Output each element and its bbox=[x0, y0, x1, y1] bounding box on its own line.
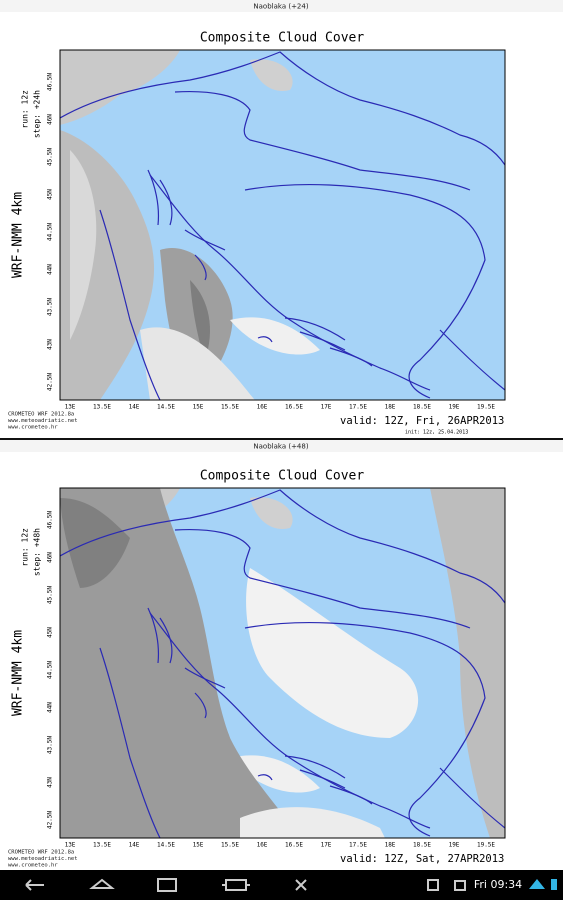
lon-tick-label: 19E bbox=[449, 404, 460, 411]
screen-rotate-button[interactable] bbox=[222, 879, 250, 891]
lon-tick-label: 13E bbox=[65, 842, 76, 849]
credit-text: CROMETEO WRF 2012.8a bbox=[8, 850, 74, 856]
lat-tick-label: 44.5N bbox=[47, 661, 54, 679]
lon-tick-label: 14.5E bbox=[157, 842, 175, 849]
lon-tick-label: 14E bbox=[129, 404, 140, 411]
lon-tick-label: 14E bbox=[129, 842, 140, 849]
lat-tick-label: 46N bbox=[47, 114, 54, 125]
lon-tick-label: 18E bbox=[385, 404, 396, 411]
status-icon bbox=[454, 880, 466, 891]
valid-label: valid: 12Z, Sat, 27APR2013 bbox=[340, 853, 504, 865]
lon-tick-label: 15.5E bbox=[221, 842, 239, 849]
lat-tick-label: 43N bbox=[47, 777, 54, 788]
map-title: Composite Cloud Cover bbox=[200, 31, 365, 46]
lon-tick-label: 19.5E bbox=[477, 842, 495, 849]
lat-tick-label: 45N bbox=[47, 627, 54, 638]
lat-tick-label: 44N bbox=[47, 264, 54, 275]
navigation-bar bbox=[0, 870, 563, 900]
lon-tick-label: 16.5E bbox=[285, 842, 303, 849]
lat-tick-label: 45N bbox=[47, 189, 54, 200]
map bbox=[60, 50, 505, 400]
wifi-icon bbox=[529, 879, 545, 889]
credit-text: CROMETEO WRF 2012.8a bbox=[8, 412, 74, 418]
battery-icon bbox=[551, 879, 557, 890]
credit-text: www.meteoadriatic.net bbox=[8, 418, 78, 424]
model-label: WRF-NMM 4km bbox=[11, 630, 26, 716]
back-button[interactable] bbox=[25, 879, 44, 891]
lon-tick-label: 16.5E bbox=[285, 404, 303, 411]
lon-tick-label: 14.5E bbox=[157, 404, 175, 411]
lon-tick-label: 19E bbox=[449, 842, 460, 849]
lon-tick-label: 17.5E bbox=[349, 842, 367, 849]
header-title: Naoblaka (+48) bbox=[253, 443, 308, 451]
lon-tick-label: 19.5E bbox=[477, 404, 495, 411]
credit-text: www.crometeo.hr bbox=[8, 863, 58, 869]
map-panel: Composite Cloud Cover run: 12z step: +24h W… bbox=[8, 31, 506, 436]
lon-tick-label: 17.5E bbox=[349, 404, 367, 411]
lat-tick-label: 45.5N bbox=[47, 586, 54, 604]
lon-tick-label: 16E bbox=[257, 842, 268, 849]
header-bar bbox=[0, 440, 563, 452]
lat-tick-label: 46.5N bbox=[47, 73, 54, 91]
lon-tick-label: 17E bbox=[321, 404, 332, 411]
map-panel: Composite Cloud Cover run: 12z step: +48h W… bbox=[8, 469, 506, 869]
run-label: run: 12z bbox=[21, 528, 30, 567]
lat-tick-label: 43.5N bbox=[47, 736, 54, 754]
lon-tick-label: 18.5E bbox=[413, 842, 431, 849]
lat-tick-label: 46.5N bbox=[47, 511, 54, 529]
lon-tick-label: 15E bbox=[193, 842, 204, 849]
divider bbox=[0, 438, 563, 440]
header-bar bbox=[0, 0, 563, 12]
lon-tick-label: 13.5E bbox=[93, 404, 111, 411]
map bbox=[60, 488, 505, 838]
valid-label: valid: 12Z, Fri, 26APR2013 bbox=[340, 415, 504, 427]
lat-tick-label: 42.5N bbox=[47, 373, 54, 391]
lon-tick-label: 18E bbox=[385, 842, 396, 849]
lon-tick-label: 13.5E bbox=[93, 842, 111, 849]
clock: Fri 09:34 bbox=[474, 878, 522, 891]
run-label: run: 12z bbox=[21, 90, 30, 129]
step-label: step: +24h bbox=[33, 90, 42, 138]
home-button[interactable] bbox=[89, 878, 115, 889]
lon-tick-label: 16E bbox=[257, 404, 268, 411]
init-label: init: 12z, 25.04.2013 bbox=[405, 430, 468, 436]
map-title: Composite Cloud Cover bbox=[200, 469, 365, 484]
lon-tick-label: 15.5E bbox=[221, 404, 239, 411]
credit-text: www.crometeo.hr bbox=[8, 425, 58, 431]
lon-tick-label: 15E bbox=[193, 404, 204, 411]
lat-tick-label: 43N bbox=[47, 339, 54, 350]
lat-tick-label: 42.5N bbox=[47, 811, 54, 829]
lon-tick-label: 17E bbox=[321, 842, 332, 849]
lon-tick-label: 13E bbox=[65, 404, 76, 411]
lat-tick-label: 44.5N bbox=[47, 223, 54, 241]
credit-text: www.meteoadriatic.net bbox=[8, 856, 78, 862]
screenshot-icon bbox=[427, 879, 439, 891]
lon-tick-label: 18.5E bbox=[413, 404, 431, 411]
header-title: Naoblaka (+24) bbox=[253, 3, 308, 11]
lat-tick-label: 46N bbox=[47, 552, 54, 563]
close-button[interactable] bbox=[295, 879, 307, 891]
recent-apps-button[interactable] bbox=[157, 878, 177, 892]
lat-tick-label: 45.5N bbox=[47, 148, 54, 166]
step-label: step: +48h bbox=[33, 528, 42, 576]
lat-tick-label: 43.5N bbox=[47, 298, 54, 316]
lat-tick-label: 44N bbox=[47, 702, 54, 713]
model-label: WRF-NMM 4km bbox=[11, 192, 26, 278]
